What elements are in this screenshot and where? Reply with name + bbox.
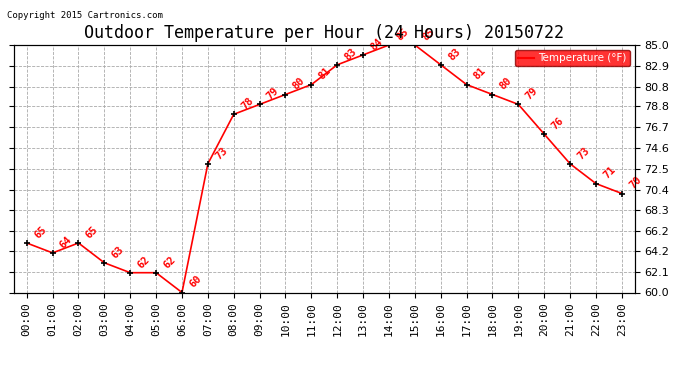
Text: 79: 79 — [265, 86, 281, 102]
Title: Outdoor Temperature per Hour (24 Hours) 20150722: Outdoor Temperature per Hour (24 Hours) … — [84, 24, 564, 42]
Text: 81: 81 — [317, 66, 333, 82]
Text: Copyright 2015 Cartronics.com: Copyright 2015 Cartronics.com — [7, 11, 163, 20]
Text: 80: 80 — [498, 76, 514, 92]
Text: 60: 60 — [188, 274, 204, 290]
Text: 62: 62 — [161, 254, 177, 270]
Legend: Temperature (°F): Temperature (°F) — [515, 50, 629, 66]
Text: 64: 64 — [58, 234, 74, 250]
Text: 73: 73 — [575, 145, 591, 161]
Text: 78: 78 — [239, 96, 255, 111]
Text: 83: 83 — [446, 46, 462, 62]
Text: 84: 84 — [368, 36, 384, 52]
Text: 65: 65 — [84, 224, 100, 240]
Text: 79: 79 — [524, 86, 540, 102]
Text: 76: 76 — [550, 116, 566, 131]
Text: 73: 73 — [213, 145, 229, 161]
Text: 85: 85 — [420, 26, 436, 42]
Text: 85: 85 — [395, 26, 411, 42]
Text: 80: 80 — [291, 76, 307, 92]
Text: 65: 65 — [32, 224, 48, 240]
Text: 81: 81 — [472, 66, 488, 82]
Text: 83: 83 — [343, 46, 359, 62]
Text: 62: 62 — [136, 254, 152, 270]
Text: 70: 70 — [627, 175, 643, 191]
Text: 71: 71 — [602, 165, 618, 181]
Text: 63: 63 — [110, 244, 126, 260]
